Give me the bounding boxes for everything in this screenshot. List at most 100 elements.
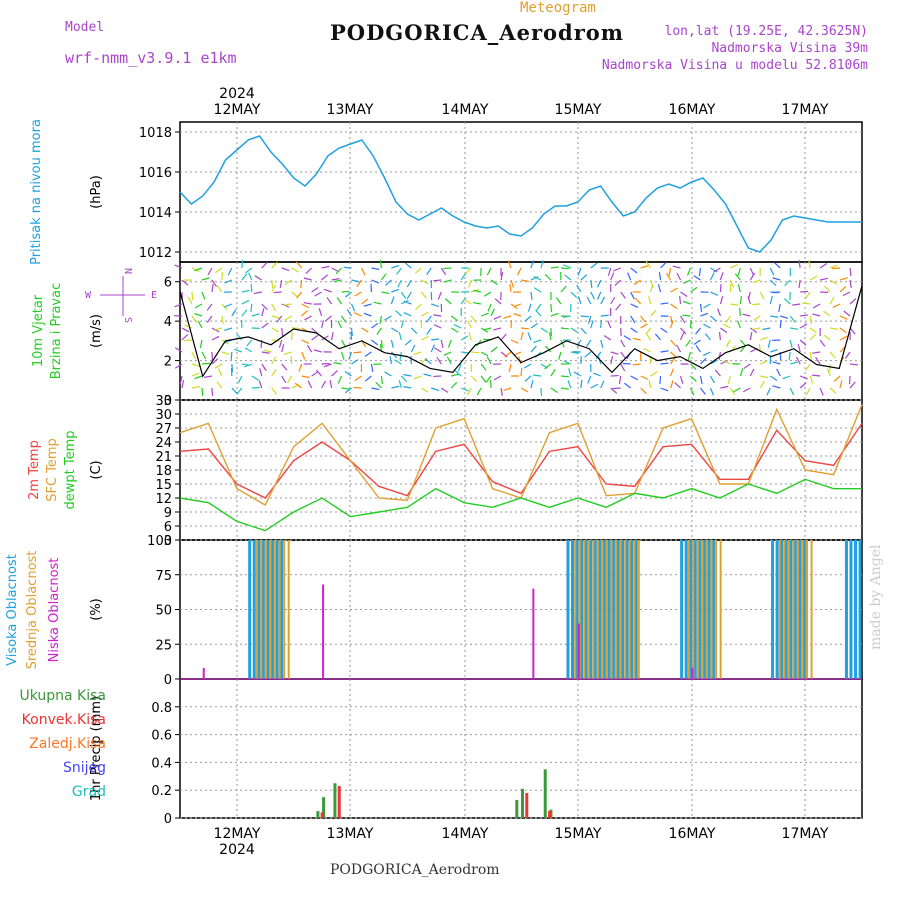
precip-conv-bar <box>320 812 324 818</box>
wind-arrow <box>789 339 793 348</box>
mid-cloud-bar <box>274 540 277 679</box>
wind-arrow <box>400 291 407 300</box>
wind-arrow <box>261 363 267 371</box>
wind-arrow <box>584 351 592 358</box>
wind-arrow <box>510 279 515 288</box>
wind-arrow <box>321 380 326 389</box>
wind-arrow <box>391 385 400 389</box>
wind-arrow <box>600 314 609 317</box>
wind-arrow <box>783 298 791 305</box>
wind-arrow <box>683 279 691 284</box>
wind-arrow <box>271 387 278 395</box>
mid-cloud-bar <box>806 540 809 679</box>
y-tick-label: 0 <box>164 673 172 688</box>
y-tick-label: 15 <box>155 478 172 493</box>
wind-arrow <box>380 339 383 349</box>
wind-arrow <box>375 381 382 389</box>
wind-arrow <box>414 267 422 274</box>
precip-total-bar <box>322 797 326 818</box>
wind-arrow <box>206 303 213 311</box>
wind-arrow <box>276 315 283 323</box>
wind-arrow <box>394 359 402 365</box>
mid-cloud-bar <box>260 540 263 679</box>
wind-arrow <box>421 311 429 317</box>
wind-arrow <box>281 344 285 353</box>
y-tick-label: 1016 <box>139 166 172 181</box>
wind-arrow <box>530 276 539 281</box>
wind-arrow <box>201 362 210 365</box>
wind-arrow <box>214 327 223 332</box>
wind-arrow <box>483 291 492 297</box>
wind-arrow <box>769 375 778 382</box>
wind-arrow <box>657 284 662 293</box>
wind-arrow <box>660 261 667 269</box>
wind-arrow <box>815 357 821 365</box>
wind-arrow <box>723 323 731 329</box>
wind-arrow <box>181 327 190 333</box>
wind-arrow <box>413 351 422 356</box>
wind-arrow <box>271 327 279 333</box>
wind-arrow <box>489 379 492 389</box>
wind-arrow <box>271 261 278 269</box>
wind-arrow <box>301 303 310 309</box>
wind-arrow <box>390 351 398 359</box>
wind-arrow <box>720 360 728 365</box>
wind-arrow <box>693 339 701 346</box>
high-cloud-bar <box>616 540 620 679</box>
lonlat-text: lon,lat (19.25E, 42.3625N) <box>664 24 869 39</box>
wind-arrow <box>590 262 598 269</box>
wind-arrow <box>444 298 452 305</box>
wind-arrow <box>250 303 253 313</box>
wind-arrow <box>729 279 735 288</box>
wind-arrow <box>353 386 362 389</box>
wind-arrow <box>630 327 638 333</box>
wind-arrow <box>823 334 831 341</box>
wind-arrow <box>364 375 372 382</box>
x-tick-label-top: 17MAY <box>782 102 829 118</box>
wind-arrow <box>749 272 756 281</box>
wind-arrow <box>304 315 312 321</box>
high-cloud-bar <box>566 540 570 679</box>
wind-arrow <box>271 339 280 342</box>
y-tick-label: 21 <box>155 450 172 465</box>
low-cloud-bar <box>691 667 694 679</box>
wind-arrow <box>379 315 383 324</box>
x-tick-label-bottom: 17MAY <box>782 826 829 842</box>
mid-cloud-bar <box>583 540 586 679</box>
wind-arrow <box>535 303 542 311</box>
mid-cloud-bar <box>637 540 640 679</box>
wind-arrow <box>181 334 189 341</box>
y-tick-label: 6 <box>164 520 172 535</box>
model-name: wrf-nmm_v3.9.1 e1km <box>65 49 237 67</box>
precip-legend-item: Zaledj.Kisa <box>29 736 106 752</box>
wind-arrow <box>450 327 459 333</box>
compass-north: N <box>122 268 133 274</box>
wind-arrow <box>590 383 599 389</box>
wind-arrow <box>371 279 380 284</box>
wind-arrow <box>520 279 529 283</box>
high-cloud-bar <box>580 540 584 679</box>
wind-arrow <box>433 324 442 329</box>
wind-arrow <box>564 274 572 281</box>
wind-arrow <box>278 339 283 348</box>
wind-arrow <box>799 375 808 380</box>
wind-arrow <box>560 375 569 378</box>
wind-arrow <box>533 287 542 293</box>
wind-arrow <box>453 324 462 329</box>
wind-arrow <box>329 380 333 389</box>
wind-arrow <box>353 312 362 317</box>
wind-arrow <box>254 275 263 281</box>
wind-arrow <box>620 291 626 299</box>
high-cloud-bar <box>584 540 588 679</box>
wind-arrow <box>296 261 303 269</box>
wind-arrow <box>580 274 588 281</box>
wind-arrow <box>231 308 237 317</box>
wind-arrow <box>400 375 408 383</box>
wind-arrow <box>259 368 263 377</box>
wind-arrow <box>645 332 652 341</box>
wind-arrow <box>560 285 567 293</box>
wind-arrow <box>795 356 801 365</box>
wind-arrow <box>562 315 571 318</box>
wind-arrow <box>570 351 579 355</box>
high-cloud-bar <box>802 540 806 679</box>
